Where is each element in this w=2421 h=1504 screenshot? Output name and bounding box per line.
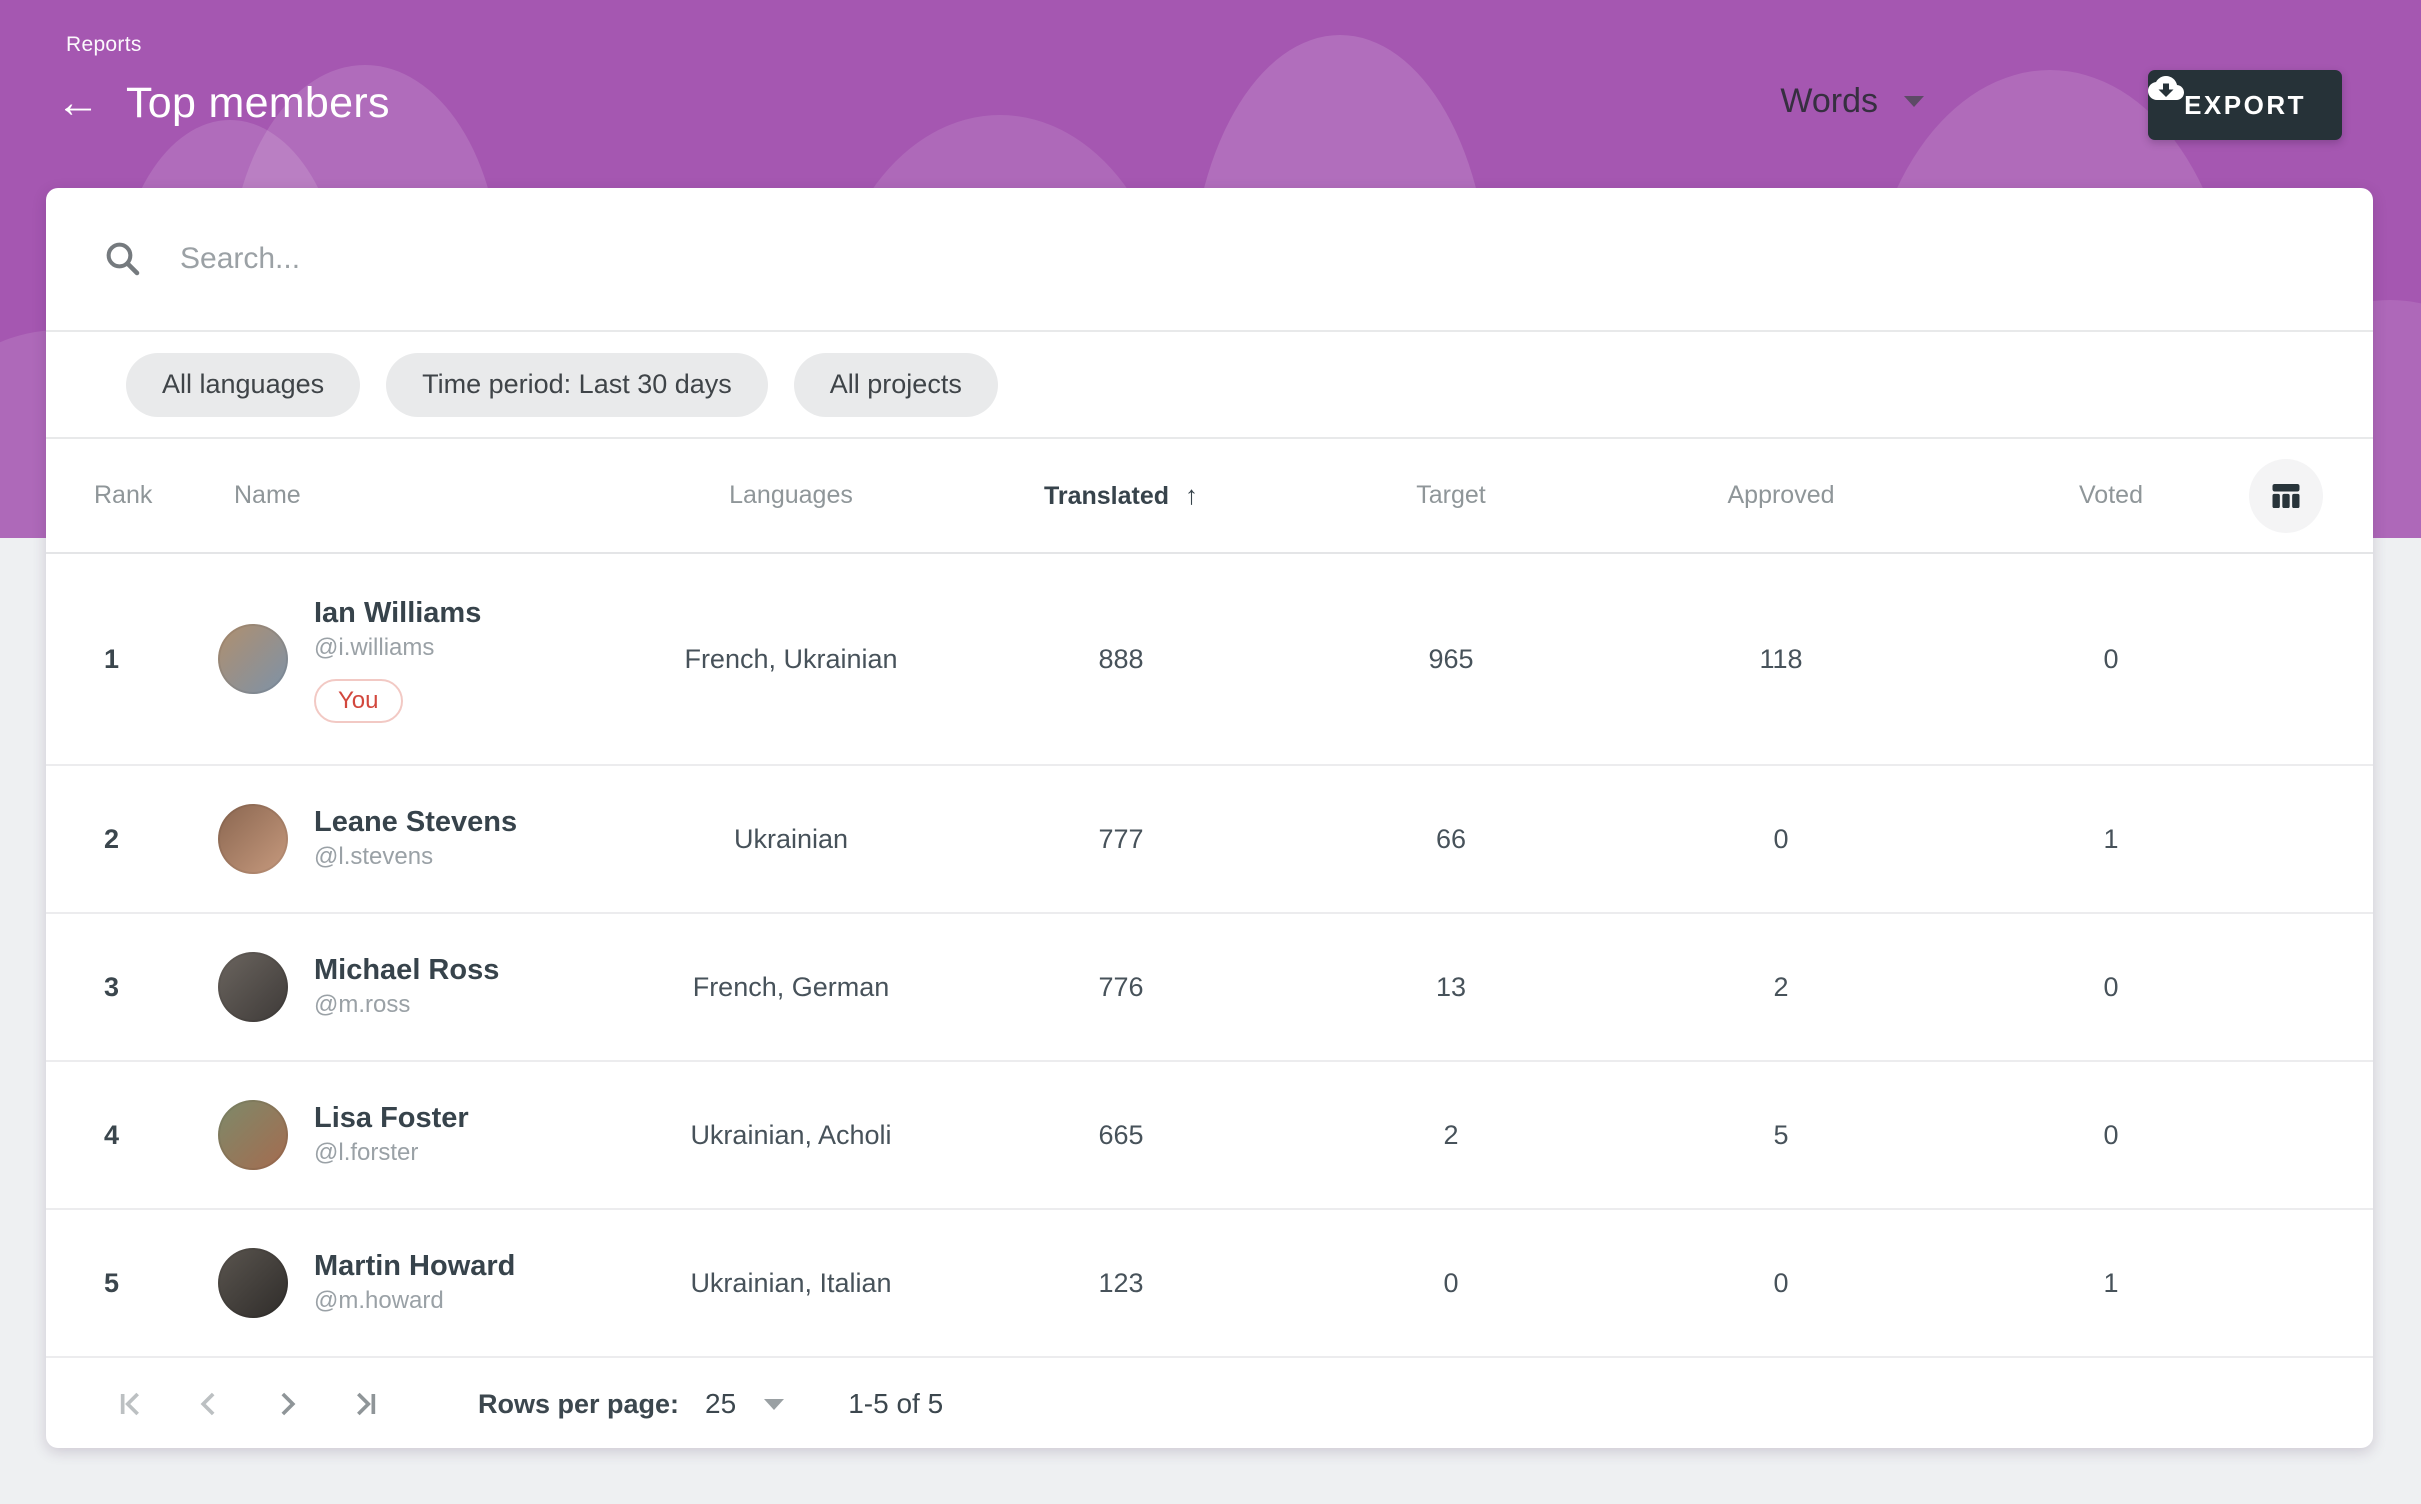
voted-value: 1 bbox=[2103, 823, 2119, 854]
chevron-right-icon bbox=[281, 1392, 296, 1416]
target-value: 66 bbox=[1435, 823, 1467, 854]
translated-value: 123 bbox=[1098, 1267, 1144, 1298]
rank-value: 3 bbox=[104, 971, 120, 1002]
search-input[interactable] bbox=[178, 241, 2317, 277]
report-card: All languages Time period: Last 30 days … bbox=[46, 188, 2373, 1448]
column-settings-button[interactable] bbox=[2249, 458, 2323, 533]
export-button-label: EXPORT bbox=[2184, 89, 2306, 120]
member-name: Ian Williams bbox=[314, 597, 482, 630]
voted-value: 1 bbox=[2103, 1267, 2119, 1298]
avatar bbox=[218, 952, 288, 1022]
approved-value: 0 bbox=[1773, 823, 1789, 854]
filter-time-period-chip[interactable]: Time period: Last 30 days bbox=[386, 352, 768, 417]
approved-value: 2 bbox=[1773, 971, 1789, 1002]
next-page-button[interactable] bbox=[264, 1381, 310, 1427]
translated-value: 776 bbox=[1098, 971, 1144, 1002]
pagination-range: 1-5 of 5 bbox=[848, 1388, 944, 1419]
avatar bbox=[218, 1248, 288, 1318]
page-title: Top members bbox=[126, 78, 390, 127]
unit-dropdown[interactable]: Words bbox=[1780, 82, 1924, 121]
table-row[interactable]: 2 Leane Stevens @l.stevens Ukrainian 777… bbox=[46, 766, 2373, 914]
member-name: Martin Howard bbox=[314, 1250, 516, 1283]
you-badge: You bbox=[314, 678, 403, 723]
avatar bbox=[218, 804, 288, 874]
table-row[interactable]: 5 Martin Howard @m.howard Ukrainian, Ita… bbox=[46, 1210, 2373, 1358]
search-bar bbox=[46, 188, 2373, 332]
rank-value: 4 bbox=[104, 1119, 120, 1150]
cloud-download-icon bbox=[2148, 76, 2185, 100]
member-handle: @m.ross bbox=[314, 991, 411, 1019]
translated-value: 888 bbox=[1098, 643, 1144, 674]
sort-arrow-up-icon: ↑ bbox=[1185, 480, 1199, 510]
columns-icon bbox=[2272, 483, 2300, 508]
target-value: 2 bbox=[1443, 1119, 1459, 1150]
voted-value: 0 bbox=[2103, 1119, 2119, 1150]
translated-value: 777 bbox=[1098, 823, 1144, 854]
member-handle: @i.williams bbox=[314, 634, 435, 662]
target-value: 965 bbox=[1428, 643, 1474, 674]
arrow-left-icon: ← bbox=[56, 78, 100, 127]
avatar bbox=[218, 1100, 288, 1170]
table-header: Rank Name Languages Translated ↑ Target A… bbox=[46, 439, 2373, 554]
export-button[interactable]: EXPORT bbox=[2148, 70, 2342, 140]
table-row[interactable]: 3 Michael Ross @m.ross French, German 77… bbox=[46, 914, 2373, 1062]
chevron-down-icon bbox=[1904, 96, 1924, 107]
column-header-translated-label: Translated bbox=[1043, 482, 1170, 510]
search-icon bbox=[106, 242, 140, 276]
languages-value: Ukrainian, Italian bbox=[690, 1267, 892, 1298]
rank-value: 2 bbox=[104, 823, 120, 854]
member-handle: @m.howard bbox=[314, 1287, 444, 1315]
target-value: 13 bbox=[1435, 971, 1467, 1002]
member-name: Michael Ross bbox=[314, 954, 500, 987]
target-value: 0 bbox=[1443, 1267, 1459, 1298]
breadcrumb[interactable]: Reports bbox=[66, 33, 142, 56]
translated-value: 665 bbox=[1098, 1119, 1144, 1150]
languages-value: French, German bbox=[692, 971, 890, 1002]
column-header-approved[interactable]: Approved bbox=[1727, 481, 1835, 509]
chevron-left-icon bbox=[200, 1392, 215, 1416]
unit-dropdown-value: Words bbox=[1780, 82, 1878, 120]
filter-languages-chip[interactable]: All languages bbox=[126, 352, 361, 417]
member-handle: @l.forster bbox=[314, 1139, 419, 1167]
voted-value: 0 bbox=[2103, 971, 2119, 1002]
languages-value: French, Ukrainian bbox=[684, 643, 898, 674]
table-row[interactable]: 4 Lisa Foster @l.forster Ukrainian, Acho… bbox=[46, 1062, 2373, 1210]
first-page-icon bbox=[120, 1392, 139, 1416]
last-page-icon bbox=[357, 1392, 376, 1416]
column-header-translated[interactable]: Translated ↑ bbox=[956, 480, 1286, 511]
member-name: Leane Stevens bbox=[314, 806, 518, 839]
rows-per-page-caret-icon[interactable] bbox=[764, 1398, 785, 1410]
avatar bbox=[218, 624, 288, 694]
column-header-name[interactable]: Name bbox=[234, 481, 301, 509]
rank-value: 1 bbox=[104, 643, 120, 674]
approved-value: 5 bbox=[1773, 1119, 1789, 1150]
first-page-button[interactable] bbox=[108, 1381, 154, 1427]
table-row[interactable]: 1 Ian Williams @i.williams You French, U… bbox=[46, 554, 2373, 766]
languages-value: Ukrainian bbox=[733, 823, 849, 854]
member-handle: @l.stevens bbox=[314, 843, 434, 871]
rank-value: 5 bbox=[104, 1267, 120, 1298]
column-header-voted[interactable]: Voted bbox=[2079, 481, 2143, 509]
languages-value: Ukrainian, Acholi bbox=[690, 1119, 892, 1150]
last-page-button[interactable] bbox=[342, 1381, 388, 1427]
filter-chips: All languages Time period: Last 30 days … bbox=[46, 332, 2373, 439]
member-name: Lisa Foster bbox=[314, 1102, 469, 1135]
pagination-bar: Rows per page: 25 1-5 of 5 bbox=[46, 1358, 2373, 1450]
rows-per-page-label: Rows per page: bbox=[478, 1388, 680, 1419]
back-button[interactable]: ← bbox=[50, 75, 106, 131]
rows-per-page-value[interactable]: 25 bbox=[705, 1388, 737, 1419]
column-header-target[interactable]: Target bbox=[1416, 481, 1486, 509]
column-header-rank[interactable]: Rank bbox=[94, 481, 153, 509]
approved-value: 0 bbox=[1773, 1267, 1789, 1298]
filter-projects-chip[interactable]: All projects bbox=[793, 352, 998, 417]
column-header-languages[interactable]: Languages bbox=[729, 481, 853, 509]
previous-page-button[interactable] bbox=[186, 1381, 232, 1427]
voted-value: 0 bbox=[2103, 643, 2119, 674]
approved-value: 118 bbox=[1759, 643, 1803, 674]
